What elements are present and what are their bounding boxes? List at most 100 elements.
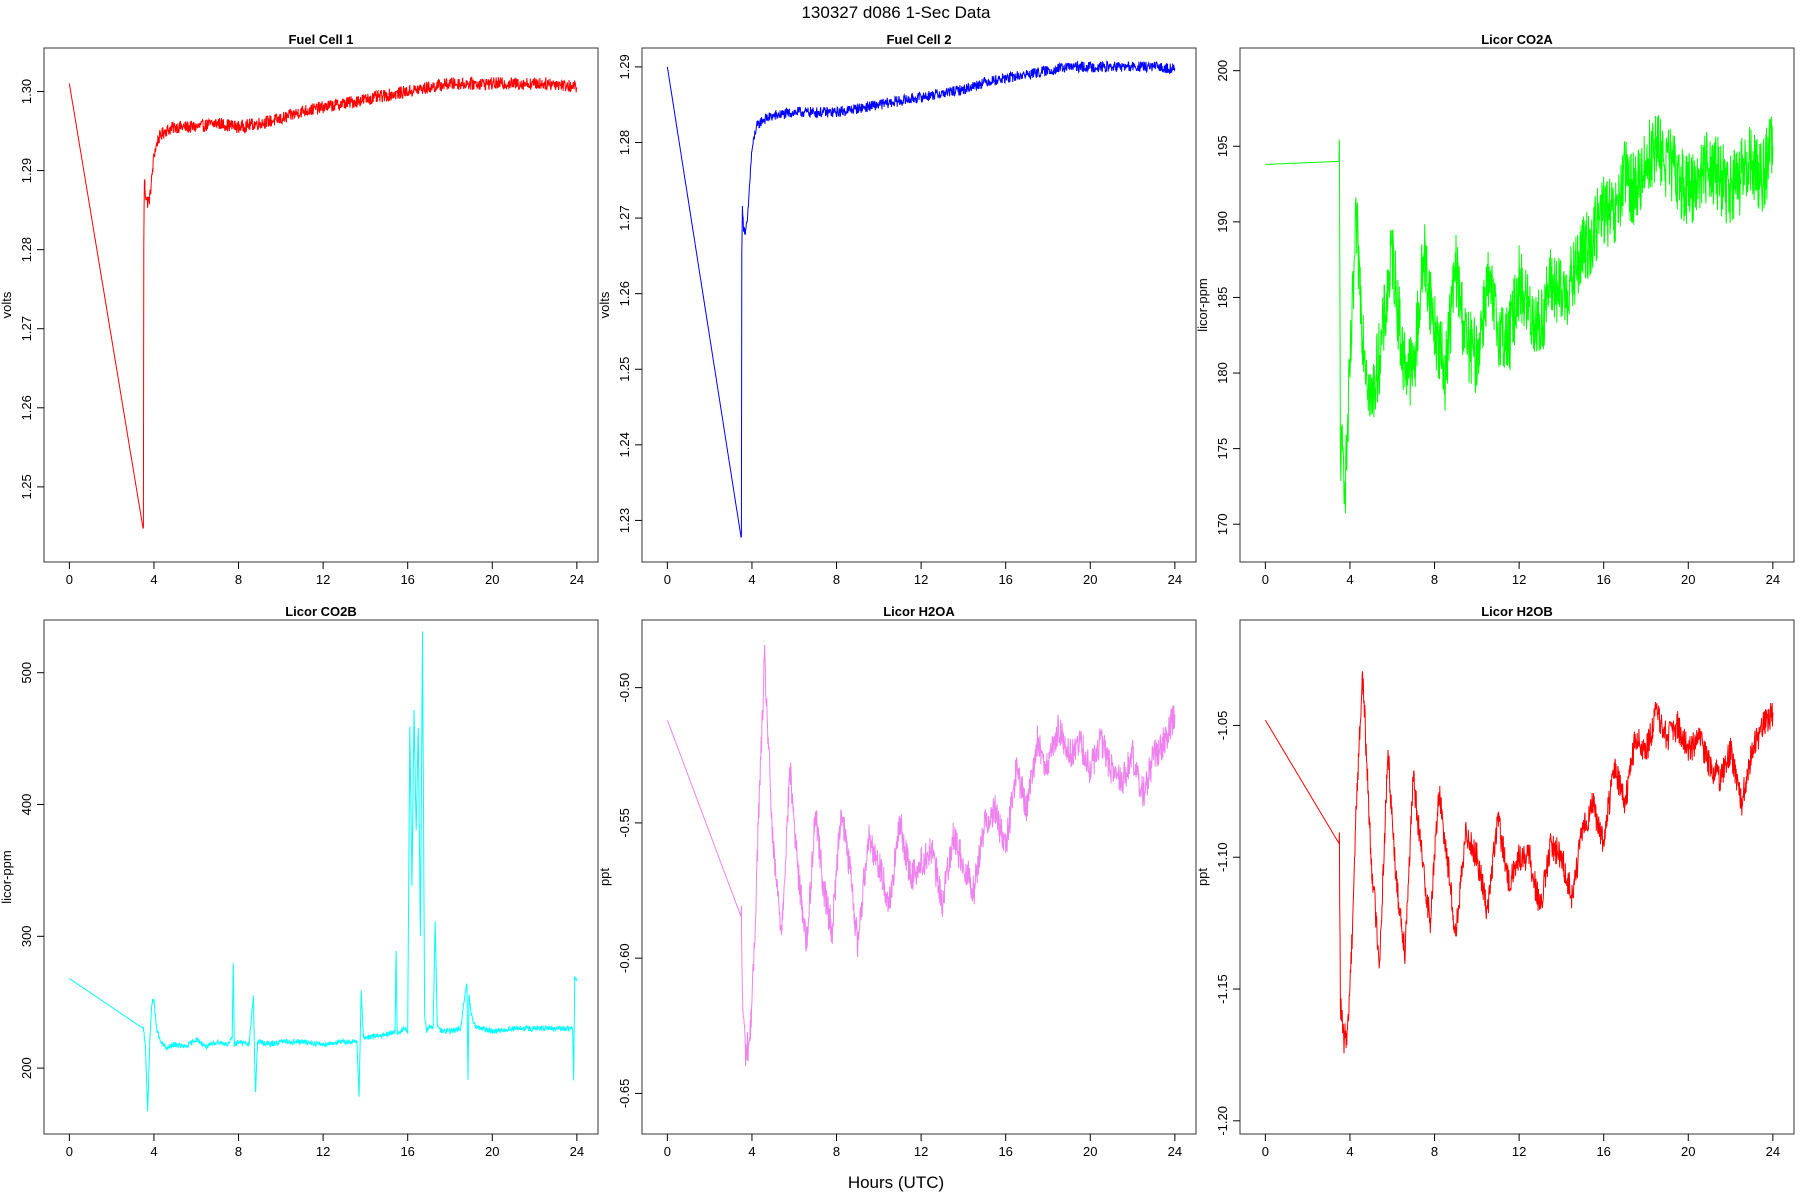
y-tick-label: -1.15: [1215, 974, 1230, 1004]
y-tick-label: 400: [19, 794, 34, 816]
x-tick-label: 20: [1681, 572, 1695, 587]
x-tick-label: 12: [316, 1144, 330, 1159]
x-tick-label: 20: [1681, 1144, 1695, 1159]
x-tick-label: 16: [400, 572, 414, 587]
y-tick-label: 1.23: [617, 508, 632, 533]
x-tick-label: 12: [1512, 1144, 1526, 1159]
y-tick-label: 1.27: [19, 316, 34, 341]
plot-frame: [641, 619, 1197, 1135]
y-tick-label: -0.50: [617, 673, 632, 703]
y-tick-label: 300: [19, 925, 34, 947]
x-tick-label: 0: [664, 572, 671, 587]
x-tick-label: 24: [1766, 1144, 1780, 1159]
x-tick-label: 4: [1346, 572, 1353, 587]
y-tick-label: -1.20: [1215, 1106, 1230, 1136]
plot-frame: [43, 47, 599, 563]
x-tick-label: 0: [66, 572, 73, 587]
y-tick-label: 200: [1215, 60, 1230, 82]
panel-1: Fuel Cell 1 volts 0 4 8 12 16 20 24 1.25 1.26 1.27 1…: [0, 32, 599, 587]
plot-frame: [641, 47, 1197, 563]
panel-3: Licor CO2A licor-ppm 0 4 8 12 16 20 24 170 175 180 1…: [1195, 32, 1795, 587]
x-tick-label: 16: [998, 1144, 1012, 1159]
series-line: [1265, 115, 1774, 514]
x-tick-label: 16: [400, 1144, 414, 1159]
y-tick-label: -0.65: [617, 1079, 632, 1109]
y-tick-label: 1.27: [617, 205, 632, 230]
x-tick-label: 20: [1083, 1144, 1097, 1159]
x-tick-label: 16: [1596, 1144, 1610, 1159]
panel-title: Licor H2OA: [883, 604, 955, 619]
series-line: [69, 631, 578, 1112]
x-tick-label: 8: [235, 572, 242, 587]
x-tick-label: 4: [1346, 1144, 1353, 1159]
x-tick-label: 0: [66, 1144, 73, 1159]
panels: Fuel Cell 1 volts 0 4 8 12 16 20 24 1.25 1.26 1.27 1…: [0, 32, 1795, 1159]
y-axis-label: licor-ppm: [1195, 278, 1210, 331]
y-tick-label: 1.30: [19, 79, 34, 104]
x-tick-label: 20: [1083, 572, 1097, 587]
y-tick-label: 1.25: [617, 357, 632, 382]
figure-xlabel: Hours (UTC): [848, 1173, 944, 1192]
series-line: [1264, 671, 1774, 1054]
plot-frame: [43, 619, 599, 1135]
x-tick-label: 24: [1168, 1144, 1182, 1159]
panel-title: Licor H2OB: [1481, 604, 1553, 619]
x-tick-label: 0: [1262, 572, 1269, 587]
x-tick-label: 0: [664, 1144, 671, 1159]
figure-title: 130327 d086 1-Sec Data: [801, 3, 991, 22]
panel-title: Fuel Cell 2: [886, 32, 951, 47]
x-tick-label: 12: [316, 572, 330, 587]
x-tick-label: 0: [1262, 1144, 1269, 1159]
y-axis-label: licor-ppm: [0, 850, 14, 903]
y-tick-label: 1.26: [19, 395, 34, 420]
x-tick-label: 24: [570, 572, 584, 587]
series-line: [666, 60, 1176, 539]
x-tick-label: 4: [150, 572, 157, 587]
y-tick-label: 185: [1215, 287, 1230, 309]
y-axis-label: volts: [0, 291, 14, 318]
x-tick-label: 20: [485, 1144, 499, 1159]
x-tick-label: 12: [914, 572, 928, 587]
x-tick-label: 8: [833, 1144, 840, 1159]
x-tick-label: 8: [235, 1144, 242, 1159]
y-tick-label: 180: [1215, 362, 1230, 384]
plot-frame: [1239, 47, 1795, 563]
x-tick-label: 24: [1766, 572, 1780, 587]
x-tick-label: 24: [570, 1144, 584, 1159]
x-tick-label: 16: [998, 572, 1012, 587]
x-tick-label: 12: [914, 1144, 928, 1159]
y-tick-label: -0.55: [617, 808, 632, 838]
y-tick-label: 1.24: [617, 432, 632, 457]
y-tick-label: 200: [19, 1057, 34, 1079]
y-tick-label: 1.29: [19, 158, 34, 183]
y-tick-label: -1.05: [1215, 711, 1230, 741]
x-tick-label: 4: [150, 1144, 157, 1159]
x-tick-label: 4: [748, 572, 755, 587]
panel-2: Fuel Cell 2 volts 0 4 8 12 16 20 24 1.23 1.24 1.25 1…: [597, 32, 1197, 587]
panel-5: Licor H2OA ppt 0 4 8 12 16 20 24 -0.65 -0.60 -0.55 -…: [597, 604, 1197, 1159]
x-tick-label: 4: [748, 1144, 755, 1159]
y-axis-label: ppt: [1195, 868, 1210, 886]
panel-title: Licor CO2A: [1481, 32, 1553, 47]
y-tick-label: 175: [1215, 438, 1230, 460]
series-line: [666, 644, 1176, 1067]
x-tick-label: 8: [833, 572, 840, 587]
x-tick-label: 12: [1512, 572, 1526, 587]
panel-title: Fuel Cell 1: [288, 32, 353, 47]
y-tick-label: 1.29: [617, 54, 632, 79]
y-tick-label: 1.25: [19, 474, 34, 499]
y-tick-label: 1.28: [617, 130, 632, 155]
y-tick-label: -1.10: [1215, 842, 1230, 872]
x-tick-label: 8: [1431, 572, 1438, 587]
y-tick-label: 1.28: [19, 237, 34, 262]
x-tick-label: 24: [1168, 572, 1182, 587]
y-axis-label: volts: [597, 291, 612, 318]
y-tick-label: -0.60: [617, 943, 632, 973]
x-tick-label: 20: [485, 572, 499, 587]
panel-4: Licor CO2B licor-ppm 0 4 8 12 16 20 24 200 300 400 5…: [0, 604, 599, 1159]
x-tick-label: 16: [1596, 572, 1610, 587]
y-tick-label: 170: [1215, 513, 1230, 535]
panel-title: Licor CO2B: [285, 604, 357, 619]
y-tick-label: 195: [1215, 135, 1230, 157]
